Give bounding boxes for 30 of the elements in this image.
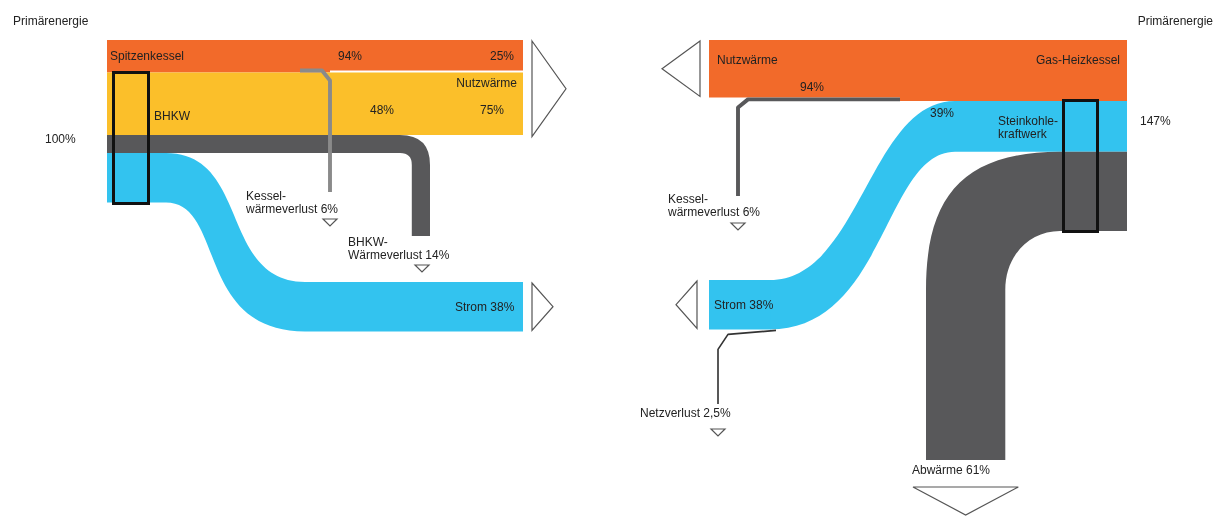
data-label: 75% (480, 102, 505, 117)
data-label: 94% (338, 49, 363, 64)
data-label: 100% (45, 131, 77, 146)
data-label: 39% (930, 106, 955, 121)
category-label: Strom (714, 297, 747, 312)
data-label: 25% (490, 49, 515, 64)
category-label: Kessel- wärmeverlust (667, 191, 741, 219)
category-label: Strom (455, 299, 488, 314)
category-label: Abwärme (912, 463, 964, 477)
text: Primärenergie (13, 14, 89, 28)
data-label: 48% (370, 102, 395, 117)
data-label: 14% (425, 247, 450, 262)
text: Nutzwärme (717, 53, 779, 67)
data-label: 6% (742, 204, 761, 219)
text: Steinkohle- kraftwerk (998, 113, 1059, 141)
text: Spitzenkessel (110, 49, 185, 64)
category-label: Kessel- wärmeverlust (245, 188, 319, 216)
category-label: BHKW- Wärmeverlust (348, 234, 423, 262)
data-label: 147% (1140, 114, 1172, 129)
data-label: 2,5% (703, 406, 732, 420)
data-label: 38% (490, 299, 515, 314)
data-label: 38% (749, 297, 774, 312)
text: BHKW (154, 109, 191, 124)
text: Gas-Heizkessel (1035, 53, 1120, 67)
data-label: 6% (320, 201, 339, 216)
text: Primärenergie (1137, 14, 1214, 28)
text: Nutzwärme (456, 75, 518, 90)
category-label: Netzverlust (640, 406, 701, 420)
data-label: 61% (966, 463, 991, 477)
data-label: 94% (800, 80, 825, 95)
